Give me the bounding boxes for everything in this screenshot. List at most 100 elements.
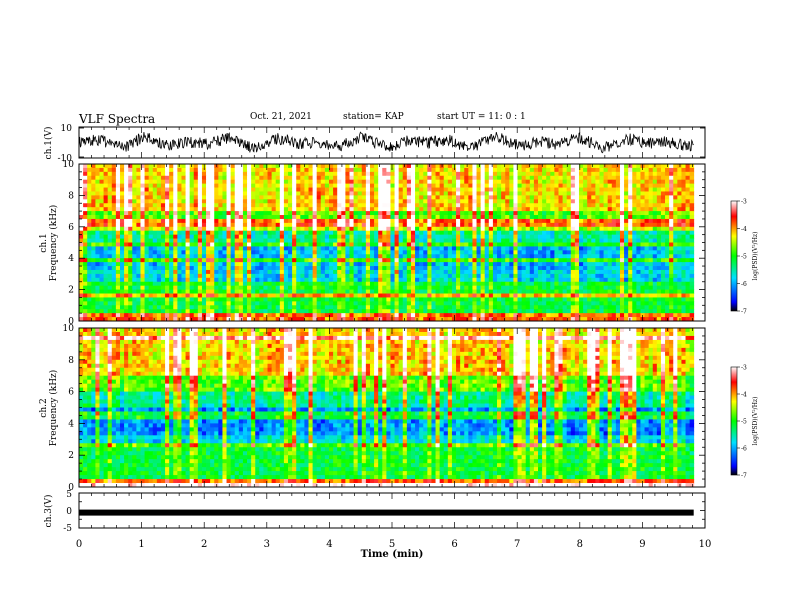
spectrogram-cell	[193, 289, 199, 294]
spectrogram-cell	[599, 238, 604, 243]
spectrogram-cell	[480, 164, 486, 169]
spectrogram-cell	[517, 187, 523, 192]
spectrogram-cell	[185, 254, 191, 259]
spectrogram-cell	[599, 281, 604, 287]
spectrogram-cell	[439, 199, 445, 204]
spectrogram-cell	[197, 293, 203, 298]
spectrogram-cell	[312, 211, 318, 216]
spectrogram-cell	[669, 246, 674, 251]
spectrogram-cell	[378, 179, 383, 185]
spectrogram-cell	[271, 273, 277, 279]
spectrogram-cell	[628, 191, 633, 196]
spectrogram-cell	[554, 246, 559, 251]
spectrogram-cell	[152, 195, 158, 200]
spectrogram-cell	[443, 222, 449, 228]
spectrogram-cell	[538, 269, 543, 275]
spectrogram-cell	[624, 183, 629, 188]
spectrogram-cell	[382, 273, 387, 279]
spectrogram-cell	[619, 273, 625, 279]
spectrogram-cell	[558, 242, 563, 247]
spectrogram-cell	[476, 218, 482, 224]
spectrogram-cell	[607, 175, 613, 181]
spectrogram-cell	[554, 179, 559, 185]
spectrogram-cell	[505, 211, 510, 216]
spectrogram-cell	[505, 164, 510, 169]
spectrogram-cell	[488, 262, 494, 267]
spectrogram-cell	[312, 230, 318, 236]
spectrogram-cell	[640, 250, 645, 255]
spectrogram-cell	[316, 266, 322, 271]
spectrogram-cell	[456, 234, 461, 239]
spectrogram-cell	[476, 215, 482, 220]
spectrogram-cell	[115, 203, 121, 208]
spectrogram-cell	[328, 226, 334, 232]
spectrogram-cell	[611, 246, 617, 251]
spectrogram-cell	[419, 211, 424, 216]
spectrogram-cell	[177, 273, 182, 279]
spectrogram-cell	[681, 234, 686, 239]
spectrogram-cell	[677, 175, 682, 181]
spectrogram-cell	[128, 211, 133, 216]
spectrogram-cell	[328, 211, 334, 216]
spectrogram-cell	[128, 230, 133, 236]
spectrogram-cell	[632, 179, 637, 185]
spectrogram-cell	[431, 254, 436, 259]
spectrogram-cell	[271, 230, 277, 236]
spectrogram-cell	[619, 167, 625, 173]
spectrogram-cell	[660, 222, 666, 228]
spectrogram-cell	[169, 273, 174, 279]
spectrogram-cell	[124, 230, 129, 236]
spectrogram-cell	[685, 289, 691, 294]
spectrogram-cell	[447, 238, 453, 243]
spectrogram-cell	[607, 258, 613, 263]
spectrogram-cell	[107, 238, 113, 243]
spectrogram-cell	[91, 234, 96, 239]
spectrogram-cell	[173, 218, 178, 224]
spectrogram-cell	[148, 183, 154, 188]
spectrogram-cell	[533, 238, 539, 243]
spectrogram-cell	[324, 211, 330, 216]
spectrogram-cell	[382, 199, 387, 204]
spectrogram-cell	[681, 164, 686, 169]
spectrogram-cell	[255, 222, 260, 228]
spectrogram-cell	[542, 230, 547, 236]
spectrogram-cell	[357, 234, 363, 239]
spectrogram-cell	[562, 203, 568, 208]
spectrogram-cell	[607, 183, 613, 188]
spectrogram-cell	[304, 285, 309, 291]
spectrogram-cell	[91, 171, 96, 177]
spectrogram-cell	[189, 234, 195, 239]
spectrogram-cell	[464, 262, 469, 267]
spectrogram-cell	[673, 262, 678, 267]
spectrogram-cell	[533, 191, 539, 196]
spectrogram-cell	[472, 258, 477, 263]
spectrogram-cell	[206, 293, 211, 298]
spectrogram-cell	[214, 289, 219, 294]
spectrogram-cell	[632, 195, 637, 200]
spectrogram-cell	[87, 195, 92, 200]
spectrogram-cell	[656, 258, 662, 263]
spectrogram-cell	[624, 266, 629, 271]
spectrogram-cell	[619, 207, 625, 212]
spectrogram-cell	[628, 222, 633, 228]
spectrogram-cell	[87, 226, 92, 232]
spectrogram-cell	[328, 246, 334, 251]
spectrogram-cell	[132, 273, 137, 279]
spectrogram-cell	[447, 281, 453, 287]
spectrogram-cell	[320, 269, 326, 275]
spectrogram-cell	[439, 222, 445, 228]
spectrogram-cell	[374, 230, 379, 236]
spectrogram-cell	[132, 199, 137, 204]
spectrogram-cell	[119, 238, 125, 243]
spectrogram-cell	[267, 285, 273, 291]
spectrogram-cell	[378, 207, 383, 212]
spectrogram-cell	[169, 207, 174, 212]
spectrogram-cell	[587, 215, 592, 220]
spectrogram-cell	[665, 269, 670, 275]
spectrogram-cell	[673, 218, 678, 224]
spectrogram-cell	[296, 262, 301, 267]
spectrogram-cell	[406, 269, 412, 275]
spectrogram-cell	[128, 218, 133, 224]
spectrogram-cell	[189, 238, 195, 243]
spectrogram-cell	[632, 211, 637, 216]
